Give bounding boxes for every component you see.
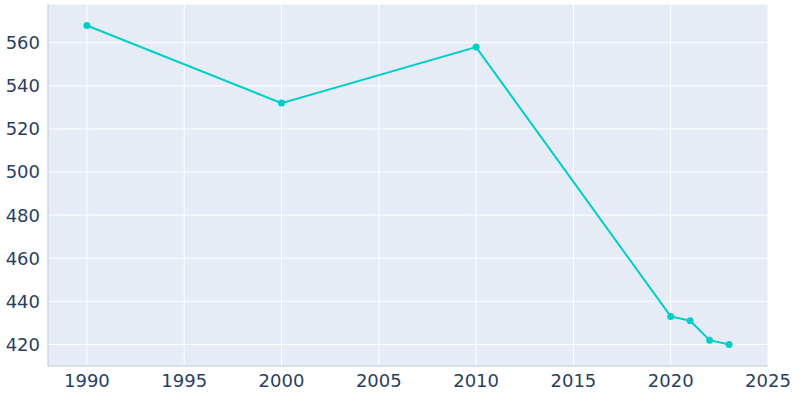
- svg-text:480: 480: [8, 205, 40, 226]
- svg-text:2005: 2005: [356, 370, 402, 391]
- svg-text:2025: 2025: [745, 370, 791, 391]
- svg-text:440: 440: [8, 291, 40, 312]
- svg-text:2000: 2000: [259, 370, 305, 391]
- svg-text:500: 500: [8, 161, 40, 182]
- svg-text:520: 520: [8, 118, 40, 139]
- svg-text:560: 560: [8, 32, 40, 53]
- svg-text:1995: 1995: [161, 370, 207, 391]
- svg-text:1990: 1990: [64, 370, 110, 391]
- svg-text:460: 460: [8, 248, 40, 269]
- svg-text:540: 540: [8, 75, 40, 96]
- svg-text:2010: 2010: [453, 370, 499, 391]
- svg-text:2020: 2020: [648, 370, 694, 391]
- svg-text:2015: 2015: [550, 370, 596, 391]
- svg-text:420: 420: [8, 334, 40, 355]
